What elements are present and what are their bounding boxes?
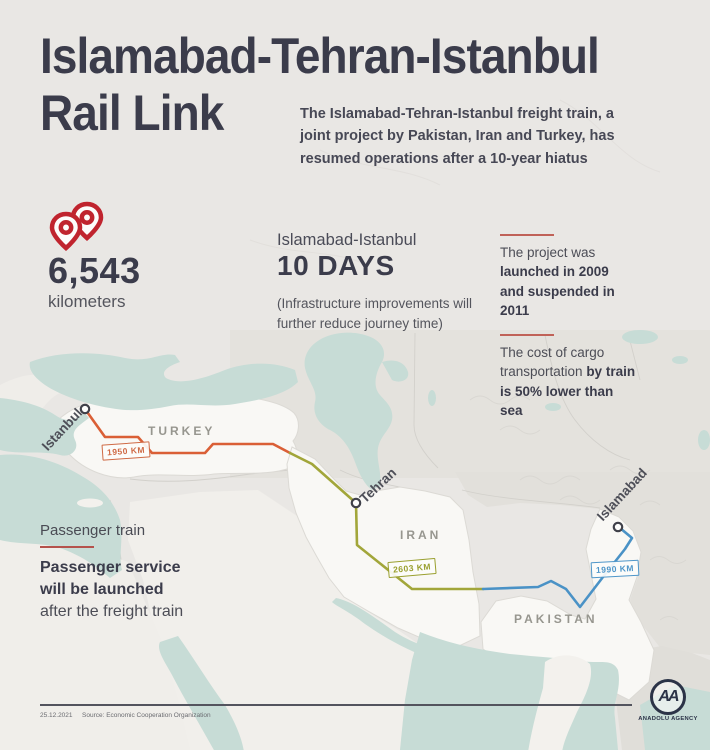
red-rule <box>40 546 94 548</box>
aa-logo-icon: AA <box>650 679 686 715</box>
islands <box>77 498 591 750</box>
duration-route: Islamabad-Istanbul <box>277 231 417 249</box>
fact-item-launch: The project was launched in 2009 and sus… <box>500 234 636 321</box>
facts-column: The project was launched in 2009 and sus… <box>500 234 636 434</box>
red-rule <box>500 234 554 236</box>
caspian-sea <box>304 332 393 490</box>
fact-text-bold: launched in 2009 and suspended in 2011 <box>500 264 615 319</box>
fact-text-bold: by train is 50% lower than sea <box>500 364 636 419</box>
country-label-iran: IRAN <box>400 528 442 542</box>
passenger-block: Passenger train Passenger service will b… <box>40 522 192 623</box>
distance-unit: kilometers <box>48 292 126 311</box>
aa-logo-text: AA <box>658 688 679 705</box>
km-badge-pakistan: 1990 KM <box>590 559 640 579</box>
iran-shape <box>286 446 481 647</box>
islamabad-marker <box>612 521 624 533</box>
title-line-2: Rail Link <box>40 85 224 141</box>
highlight-countries <box>54 391 655 701</box>
fact-text: The cost of cargo transportation <box>500 344 605 380</box>
country-label-turkey: TURKEY <box>148 424 216 438</box>
oman-peninsula <box>528 655 591 750</box>
map-pins-icon <box>49 201 104 251</box>
agency-name: ANADOLU AGENCY <box>638 716 698 722</box>
passenger-text-regular: after the freight train <box>40 603 184 621</box>
faint-borders-header <box>249 99 661 263</box>
passenger-label: Passenger train <box>40 522 146 539</box>
footer-source: Source: Economic Cooperation Organizatio… <box>82 712 211 719</box>
black-sea <box>29 353 298 411</box>
rail-route <box>83 407 634 609</box>
passenger-text-bold: Passenger service will be launched <box>40 559 181 599</box>
intro-paragraph: The Islamabad-Tehran-Istanbul freight tr… <box>300 106 615 167</box>
aegean-sea <box>0 398 89 456</box>
country-label-pakistan: PAKISTAN <box>514 612 598 626</box>
fact-item-cost: The cost of cargo transportation by trai… <box>500 333 636 421</box>
title-line-1: Islamabad-Tehran-Istanbul <box>40 28 600 84</box>
distance-value: 6,543 <box>48 250 141 291</box>
page-title: Islamabad-Tehran-Istanbul Rail Link <box>40 28 647 142</box>
passenger-text: Passenger service will be launched after… <box>40 557 192 623</box>
duration-note: (Infrastructure improvements will furthe… <box>277 296 473 331</box>
istanbul-marker <box>79 403 91 415</box>
route-pakistan-segment <box>481 526 634 609</box>
red-rule <box>500 333 554 336</box>
route-iran-segment <box>288 451 485 591</box>
route-turkey-segment <box>83 407 292 455</box>
tehran-marker <box>350 497 362 509</box>
cyprus-island <box>77 498 103 508</box>
anadolu-agency-logo: AA ANADOLU AGENCY <box>633 679 703 722</box>
red-sea <box>159 636 244 750</box>
km-badge-turkey: 1950 KM <box>101 441 151 461</box>
duration-value: 10 DAYS <box>277 250 395 281</box>
footer-date: 25.12.2021 <box>40 712 73 719</box>
city-markers <box>79 403 624 533</box>
fact-text: The project was <box>500 245 596 260</box>
footer-rule <box>40 704 632 706</box>
